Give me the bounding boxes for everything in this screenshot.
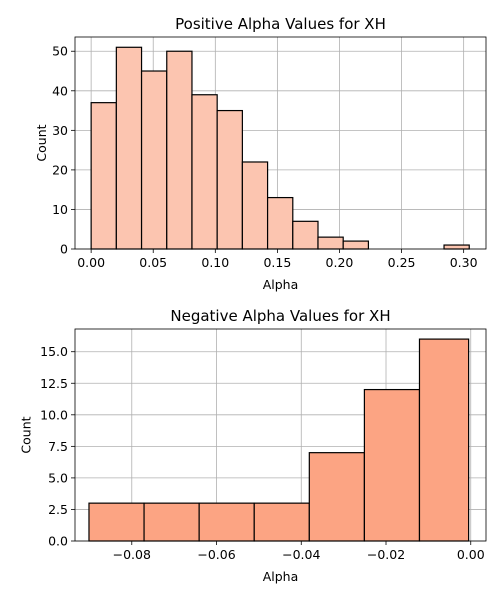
- x-tick-label: 0.30: [450, 255, 478, 270]
- histogram-bar: [191, 94, 218, 250]
- y-ticks: 0 10 20 30 40 50: [52, 44, 75, 257]
- histogram-bar: [166, 50, 193, 250]
- histogram-bar: [88, 502, 145, 542]
- y-tick-label: 0.0: [48, 534, 68, 549]
- plot-frame: [74, 36, 487, 250]
- x-ticks: 0.00 0.05 0.10 0.15 0.20 0.25 0.30: [77, 249, 478, 270]
- y-axis-label: Count: [34, 124, 49, 161]
- y-tick-label: 10.0: [40, 407, 68, 422]
- histogram-bar: [266, 196, 294, 250]
- histogram-bar: [363, 388, 421, 542]
- bars: [88, 338, 470, 542]
- histogram-bar: [443, 244, 470, 250]
- histogram-bar: [308, 452, 365, 542]
- y-tick-label: 0: [60, 242, 68, 257]
- y-tick-label: 50: [52, 44, 68, 59]
- y-tick-label: 2.5: [48, 502, 68, 517]
- x-axis-label: Alpha: [263, 277, 299, 292]
- negative-alpha-histogram: −0.08 −0.06 −0.04 −0.02 0.00 0.0 2.5 5.0 7.5 10.…: [19, 307, 487, 584]
- x-tick-label: 0.15: [263, 255, 291, 270]
- chart-title: Positive Alpha Values for XH: [175, 15, 386, 33]
- y-tick-label: 7.5: [48, 439, 68, 454]
- x-ticks: −0.08 −0.06 −0.04 −0.02 0.00: [113, 541, 485, 562]
- x-tick-label: −0.06: [197, 547, 235, 562]
- histogram-bar: [241, 161, 269, 250]
- histogram-bar: [143, 502, 200, 542]
- positive-alpha-histogram: 0.00 0.05 0.10 0.15 0.20 0.25 0.30 0 10 20 30 40 50…: [34, 15, 487, 292]
- histogram-bar: [292, 220, 319, 250]
- histogram-bar: [253, 502, 310, 542]
- histogram-bar: [342, 240, 370, 250]
- x-tick-label: −0.02: [367, 547, 405, 562]
- y-tick-label: 5.0: [48, 470, 68, 485]
- x-tick-label: 0.10: [201, 255, 229, 270]
- histogram-bar: [317, 236, 344, 250]
- bars: [90, 46, 470, 250]
- y-tick-label: 12.5: [40, 376, 68, 391]
- x-tick-label: 0.00: [77, 255, 105, 270]
- x-tick-label: 0.00: [457, 547, 485, 562]
- y-tick-label: 20: [52, 162, 68, 177]
- x-tick-label: −0.08: [113, 547, 151, 562]
- y-tick-label: 15.0: [40, 344, 68, 359]
- y-tick-label: 30: [52, 123, 68, 138]
- y-tick-label: 10: [52, 202, 68, 217]
- y-ticks: 0.0 2.5 5.0 7.5 10.0 12.5 15.0: [40, 344, 75, 549]
- histogram-bar: [140, 70, 168, 250]
- x-tick-label: −0.04: [282, 547, 320, 562]
- histogram-bar: [418, 338, 470, 542]
- x-axis-label: Alpha: [263, 569, 299, 584]
- histogram-bar: [90, 102, 117, 250]
- chart-title: Negative Alpha Values for XH: [170, 307, 390, 325]
- histogram-bar: [216, 109, 243, 250]
- histogram-bar: [115, 46, 143, 250]
- plot-frame: [74, 328, 487, 542]
- y-axis-label: Count: [19, 416, 34, 453]
- y-tick-label: 40: [52, 83, 68, 98]
- x-tick-label: 0.20: [326, 255, 354, 270]
- histogram-bar: [198, 502, 255, 542]
- x-tick-label: 0.05: [139, 255, 167, 270]
- x-tick-label: 0.25: [388, 255, 416, 270]
